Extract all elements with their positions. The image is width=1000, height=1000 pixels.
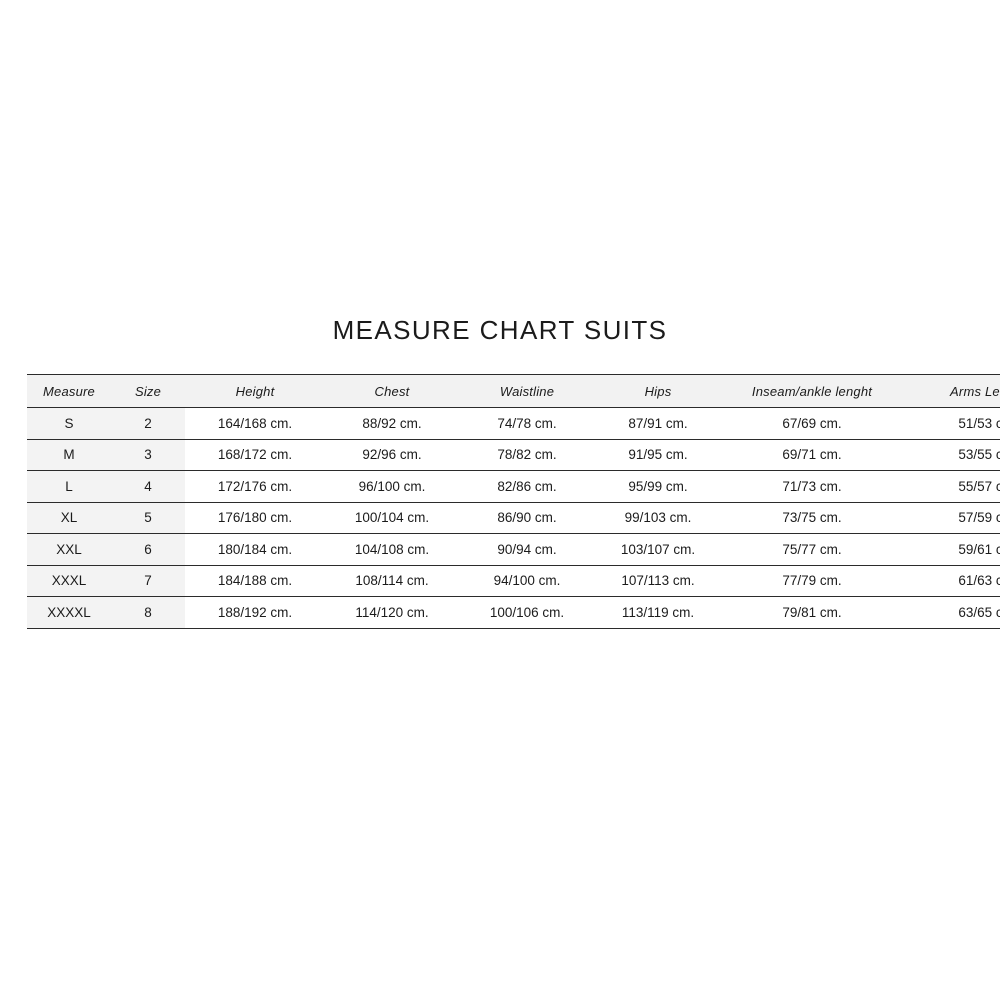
cell-waistline: 86/90 cm. [459, 501, 595, 534]
column-header-size: Size [111, 374, 185, 408]
table-row: XXL 6 180/184 cm. 104/108 cm. 90/94 cm. … [27, 533, 1000, 566]
cell-measure: XL [27, 501, 111, 534]
cell-size: 5 [111, 501, 185, 534]
size-chart-table: Measure Size Height Chest Waistline Hips… [27, 374, 1000, 629]
table-row: L 4 172/176 cm. 96/100 cm. 82/86 cm. 95/… [27, 470, 1000, 503]
cell-hips: 99/103 cm. [595, 501, 721, 534]
cell-chest: 96/100 cm. [325, 470, 459, 503]
cell-waistline: 82/86 cm. [459, 470, 595, 503]
table-body: S 2 164/168 cm. 88/92 cm. 74/78 cm. 87/9… [27, 407, 1000, 629]
cell-waistline: 74/78 cm. [459, 407, 595, 440]
cell-size: 3 [111, 438, 185, 471]
cell-height: 188/192 cm. [185, 596, 325, 629]
cell-measure: XXXL [27, 564, 111, 597]
cell-waistline: 90/94 cm. [459, 533, 595, 566]
table-header-row: Measure Size Height Chest Waistline Hips… [27, 374, 1000, 408]
cell-arms: 57/59 cm. [903, 501, 1000, 534]
cell-height: 172/176 cm. [185, 470, 325, 503]
cell-measure: XXL [27, 533, 111, 566]
cell-height: 176/180 cm. [185, 501, 325, 534]
cell-measure: L [27, 470, 111, 503]
cell-chest: 100/104 cm. [325, 501, 459, 534]
cell-chest: 108/114 cm. [325, 564, 459, 597]
cell-height: 184/188 cm. [185, 564, 325, 597]
cell-measure: S [27, 407, 111, 440]
cell-arms: 55/57 cm. [903, 470, 1000, 503]
cell-inseam: 71/73 cm. [721, 470, 903, 503]
cell-inseam: 77/79 cm. [721, 564, 903, 597]
cell-chest: 88/92 cm. [325, 407, 459, 440]
cell-height: 168/172 cm. [185, 438, 325, 471]
table-row: XXXXL 8 188/192 cm. 114/120 cm. 100/106 … [27, 596, 1000, 629]
cell-height: 180/184 cm. [185, 533, 325, 566]
table-row: S 2 164/168 cm. 88/92 cm. 74/78 cm. 87/9… [27, 407, 1000, 440]
cell-inseam: 67/69 cm. [721, 407, 903, 440]
cell-inseam: 75/77 cm. [721, 533, 903, 566]
cell-hips: 103/107 cm. [595, 533, 721, 566]
cell-chest: 92/96 cm. [325, 438, 459, 471]
column-header-waistline: Waistline [459, 374, 595, 408]
cell-arms: 53/55 cm. [903, 438, 1000, 471]
cell-inseam: 79/81 cm. [721, 596, 903, 629]
cell-waistline: 78/82 cm. [459, 438, 595, 471]
cell-arms: 63/65 cm. [903, 596, 1000, 629]
page-title: MEASURE CHART SUITS [332, 315, 668, 345]
cell-size: 8 [111, 596, 185, 629]
column-header-height: Height [185, 374, 325, 408]
cell-arms: 61/63 cm. [903, 564, 1000, 597]
column-header-chest: Chest [325, 374, 459, 408]
cell-chest: 104/108 cm. [325, 533, 459, 566]
cell-inseam: 69/71 cm. [721, 438, 903, 471]
cell-chest: 114/120 cm. [325, 596, 459, 629]
cell-waistline: 94/100 cm. [459, 564, 595, 597]
cell-size: 7 [111, 564, 185, 597]
column-header-measure: Measure [27, 374, 111, 408]
cell-hips: 113/119 cm. [595, 596, 721, 629]
table-row: XL 5 176/180 cm. 100/104 cm. 86/90 cm. 9… [27, 501, 1000, 534]
cell-measure: M [27, 438, 111, 471]
size-chart-container: Measure Size Height Chest Waistline Hips… [27, 374, 1000, 629]
cell-arms: 51/53 cm. [903, 407, 1000, 440]
cell-arms: 59/61 cm. [903, 533, 1000, 566]
cell-height: 164/168 cm. [185, 407, 325, 440]
column-header-arms: Arms Lenght [903, 374, 1000, 408]
cell-inseam: 73/75 cm. [721, 501, 903, 534]
cell-hips: 107/113 cm. [595, 564, 721, 597]
table-row: M 3 168/172 cm. 92/96 cm. 78/82 cm. 91/9… [27, 438, 1000, 471]
cell-measure: XXXXL [27, 596, 111, 629]
cell-hips: 95/99 cm. [595, 470, 721, 503]
table-row: XXXL 7 184/188 cm. 108/114 cm. 94/100 cm… [27, 564, 1000, 597]
cell-hips: 87/91 cm. [595, 407, 721, 440]
cell-hips: 91/95 cm. [595, 438, 721, 471]
column-header-hips: Hips [595, 374, 721, 408]
cell-size: 2 [111, 407, 185, 440]
cell-size: 6 [111, 533, 185, 566]
cell-size: 4 [111, 470, 185, 503]
cell-waistline: 100/106 cm. [459, 596, 595, 629]
table-header: Measure Size Height Chest Waistline Hips… [27, 374, 1000, 408]
column-header-inseam: Inseam/ankle lenght [721, 374, 903, 408]
